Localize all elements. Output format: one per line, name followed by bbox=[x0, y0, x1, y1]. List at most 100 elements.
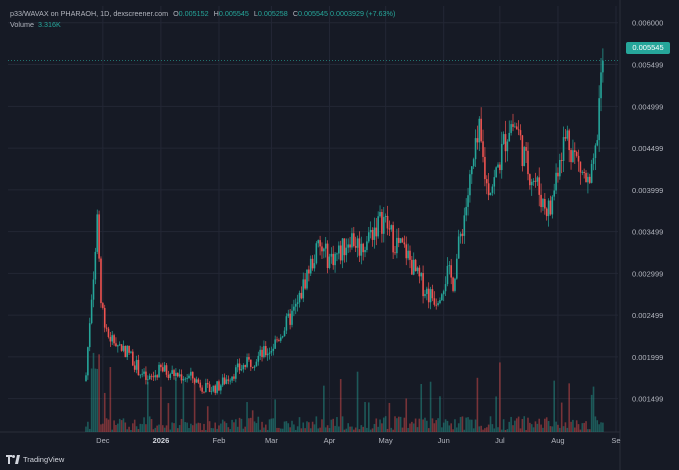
candle-body bbox=[231, 376, 233, 381]
volume-bar bbox=[231, 419, 233, 432]
y-tick-label: 0.004999 bbox=[632, 102, 663, 111]
candle-body bbox=[478, 118, 481, 143]
volume-bar bbox=[206, 406, 209, 432]
candle-body bbox=[178, 374, 181, 377]
candle-body bbox=[530, 181, 533, 186]
candle-body bbox=[246, 357, 248, 367]
volume-bar bbox=[242, 428, 245, 432]
x-tick-label: 2026 bbox=[153, 436, 170, 445]
volume-bar bbox=[250, 417, 252, 432]
candle-body bbox=[253, 366, 256, 368]
volume-bar bbox=[225, 423, 228, 432]
candle-body bbox=[332, 253, 335, 266]
volume-bar bbox=[353, 429, 355, 432]
candle-body bbox=[429, 289, 432, 303]
candle-body bbox=[426, 288, 428, 295]
y-tick-label: 0.001999 bbox=[632, 353, 663, 362]
candle-body bbox=[336, 253, 338, 255]
candle-body bbox=[208, 384, 211, 392]
volume-bar bbox=[437, 418, 439, 432]
volume-bar bbox=[397, 416, 400, 432]
candle-body bbox=[218, 381, 220, 391]
volume-bar bbox=[259, 429, 261, 432]
volume-bar bbox=[568, 383, 570, 432]
candle-body bbox=[328, 256, 331, 269]
volume-bar bbox=[229, 429, 232, 432]
volume-bar bbox=[235, 419, 237, 432]
volume-bar bbox=[512, 425, 514, 432]
candle-body bbox=[441, 294, 443, 301]
candle-body bbox=[338, 245, 340, 254]
x-tick-label: Feb bbox=[212, 436, 225, 445]
volume-bar bbox=[405, 398, 408, 432]
volume-bar bbox=[233, 422, 235, 432]
candle-body bbox=[557, 172, 559, 177]
volume-bar bbox=[590, 394, 593, 432]
volume-bar bbox=[585, 421, 587, 432]
volume-bar bbox=[257, 416, 260, 432]
candle-body bbox=[150, 375, 153, 377]
volume-bar bbox=[504, 429, 507, 432]
candle-body bbox=[278, 340, 280, 341]
candle-body bbox=[323, 248, 325, 252]
volume-bar bbox=[474, 419, 477, 432]
volume-bar bbox=[529, 422, 531, 432]
volume-bar bbox=[508, 421, 511, 432]
candle-body bbox=[154, 375, 157, 378]
candle-body bbox=[545, 208, 548, 217]
candle-body bbox=[240, 369, 243, 371]
volume-bar bbox=[279, 428, 282, 432]
volume-bar bbox=[598, 424, 600, 432]
y-tick-label: 0.003499 bbox=[632, 228, 663, 237]
volume-bar bbox=[135, 426, 138, 432]
time-axis[interactable]: Dec 2026 Feb Mar Apr May Jun Jul Aug Se bbox=[96, 436, 620, 445]
tradingview-logo[interactable]: TradingView bbox=[6, 455, 64, 464]
x-tick-label: Se bbox=[611, 436, 620, 445]
volume-bar bbox=[221, 419, 224, 432]
volume-bar bbox=[199, 423, 202, 432]
volume-bar bbox=[126, 429, 129, 432]
volume-bar bbox=[244, 426, 246, 432]
candle-body bbox=[152, 376, 155, 378]
y-tick-label: 0.001499 bbox=[632, 395, 663, 404]
volume-bar bbox=[191, 425, 194, 432]
candle-body bbox=[493, 177, 496, 187]
candle-body bbox=[377, 216, 379, 237]
candle-body bbox=[572, 150, 574, 163]
volume-bar bbox=[266, 429, 269, 432]
candle-body bbox=[107, 328, 110, 337]
volume-bar bbox=[527, 417, 529, 432]
volume-bar bbox=[579, 429, 582, 432]
price-axis[interactable]: 0.006000 0.005499 0.004999 0.004499 0.003999… bbox=[632, 19, 663, 404]
volume-bar bbox=[218, 425, 220, 432]
volume-bar bbox=[581, 423, 584, 432]
candle-body bbox=[317, 240, 320, 244]
candle-body bbox=[141, 373, 143, 375]
volume-bar bbox=[160, 386, 162, 432]
volume-bar bbox=[161, 425, 164, 432]
candle-body bbox=[416, 267, 419, 272]
candle-body bbox=[382, 217, 385, 234]
legend-open-label: O bbox=[173, 9, 179, 18]
candle-body bbox=[560, 159, 563, 161]
volume-bar bbox=[399, 416, 402, 432]
candle-body bbox=[137, 359, 140, 376]
volume-bar bbox=[319, 427, 321, 432]
volume-bar bbox=[268, 419, 271, 432]
candle-body bbox=[422, 273, 424, 297]
volume-bar bbox=[214, 422, 217, 432]
legend-close-label: C bbox=[292, 9, 299, 18]
legend-volume-value: 3.316K bbox=[37, 20, 61, 29]
volume-bar bbox=[547, 420, 550, 432]
volume-bar bbox=[251, 410, 254, 432]
candle-body bbox=[512, 124, 514, 127]
volume-bar bbox=[482, 429, 484, 432]
volume-bar bbox=[364, 402, 366, 432]
candle-body bbox=[420, 273, 423, 277]
volume-bar bbox=[210, 427, 213, 432]
x-tick-label: Jul bbox=[495, 436, 505, 445]
volume-bar bbox=[289, 427, 291, 432]
candle-body bbox=[341, 238, 344, 261]
